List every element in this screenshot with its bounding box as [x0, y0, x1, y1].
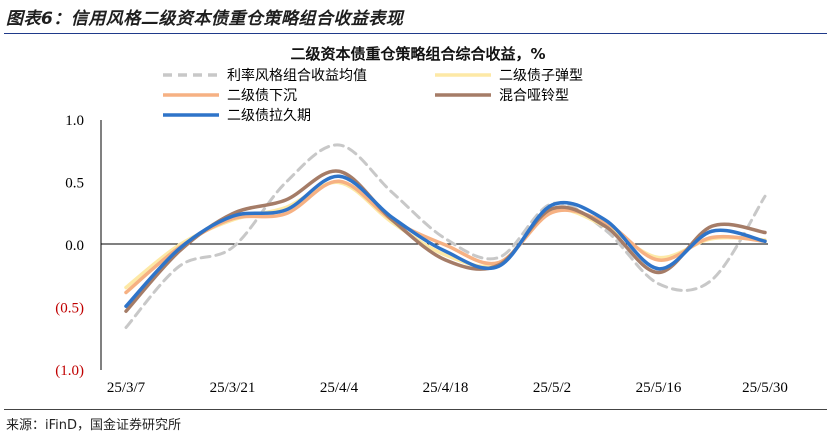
- figure-title: 图表6：信用风格二级资本债重仓策略组合收益表现: [6, 9, 404, 29]
- x-tick-label: 25/4/4: [320, 380, 359, 396]
- x-tick-label: 25/5/16: [636, 380, 682, 396]
- y-tick-label: 1.0: [65, 113, 84, 129]
- legend-label: 二级债子弹型: [499, 68, 583, 84]
- y-tick-label: 0.0: [65, 238, 84, 254]
- series-line-1: [124, 143, 767, 329]
- legend-label: 混合哑铃型: [499, 88, 569, 104]
- series-line-3: [124, 179, 767, 295]
- x-tick-label: 25/3/21: [210, 380, 256, 396]
- legend-item-5: 二级债拉久期: [163, 108, 311, 124]
- series-line-4: [124, 169, 767, 313]
- legend-item-1: 利率风格组合收益均值: [163, 67, 367, 84]
- legend-item-2: 二级债子弹型: [435, 68, 583, 84]
- legend-item-3: 二级债下沉: [163, 88, 297, 104]
- x-tick-label: 25/5/2: [533, 380, 571, 396]
- x-tick-label: 25/5/30: [742, 380, 788, 396]
- y-tick-label: (0.5): [55, 301, 84, 317]
- legend-item-4: 混合哑铃型: [435, 88, 569, 104]
- legend-label: 二级债下沉: [227, 88, 297, 104]
- tick-labels: 1.0 0.5 0.0 (0.5) (1.0) 25/3/7 25/3/21 25/4/4 25…: [55, 113, 788, 396]
- series-line-5: [124, 174, 767, 308]
- y-tick-label: 0.5: [65, 176, 84, 192]
- series-line-2: [124, 180, 767, 290]
- legend-label: 二级债拉久期: [227, 108, 311, 124]
- title-divider: [4, 33, 827, 34]
- series-layer: [124, 143, 767, 329]
- y-tick-label: (1.0): [55, 363, 84, 379]
- chart-title: 二级资本债重仓策略组合综合收益，%: [290, 45, 545, 63]
- source-divider: [4, 409, 827, 410]
- legend-label: 利率风格组合收益均值: [227, 67, 367, 84]
- source-note: 来源：iFinD，国金证券研究所: [6, 418, 182, 433]
- x-tick-label: 25/4/18: [423, 380, 469, 396]
- x-tick-label: 25/3/7: [107, 380, 146, 396]
